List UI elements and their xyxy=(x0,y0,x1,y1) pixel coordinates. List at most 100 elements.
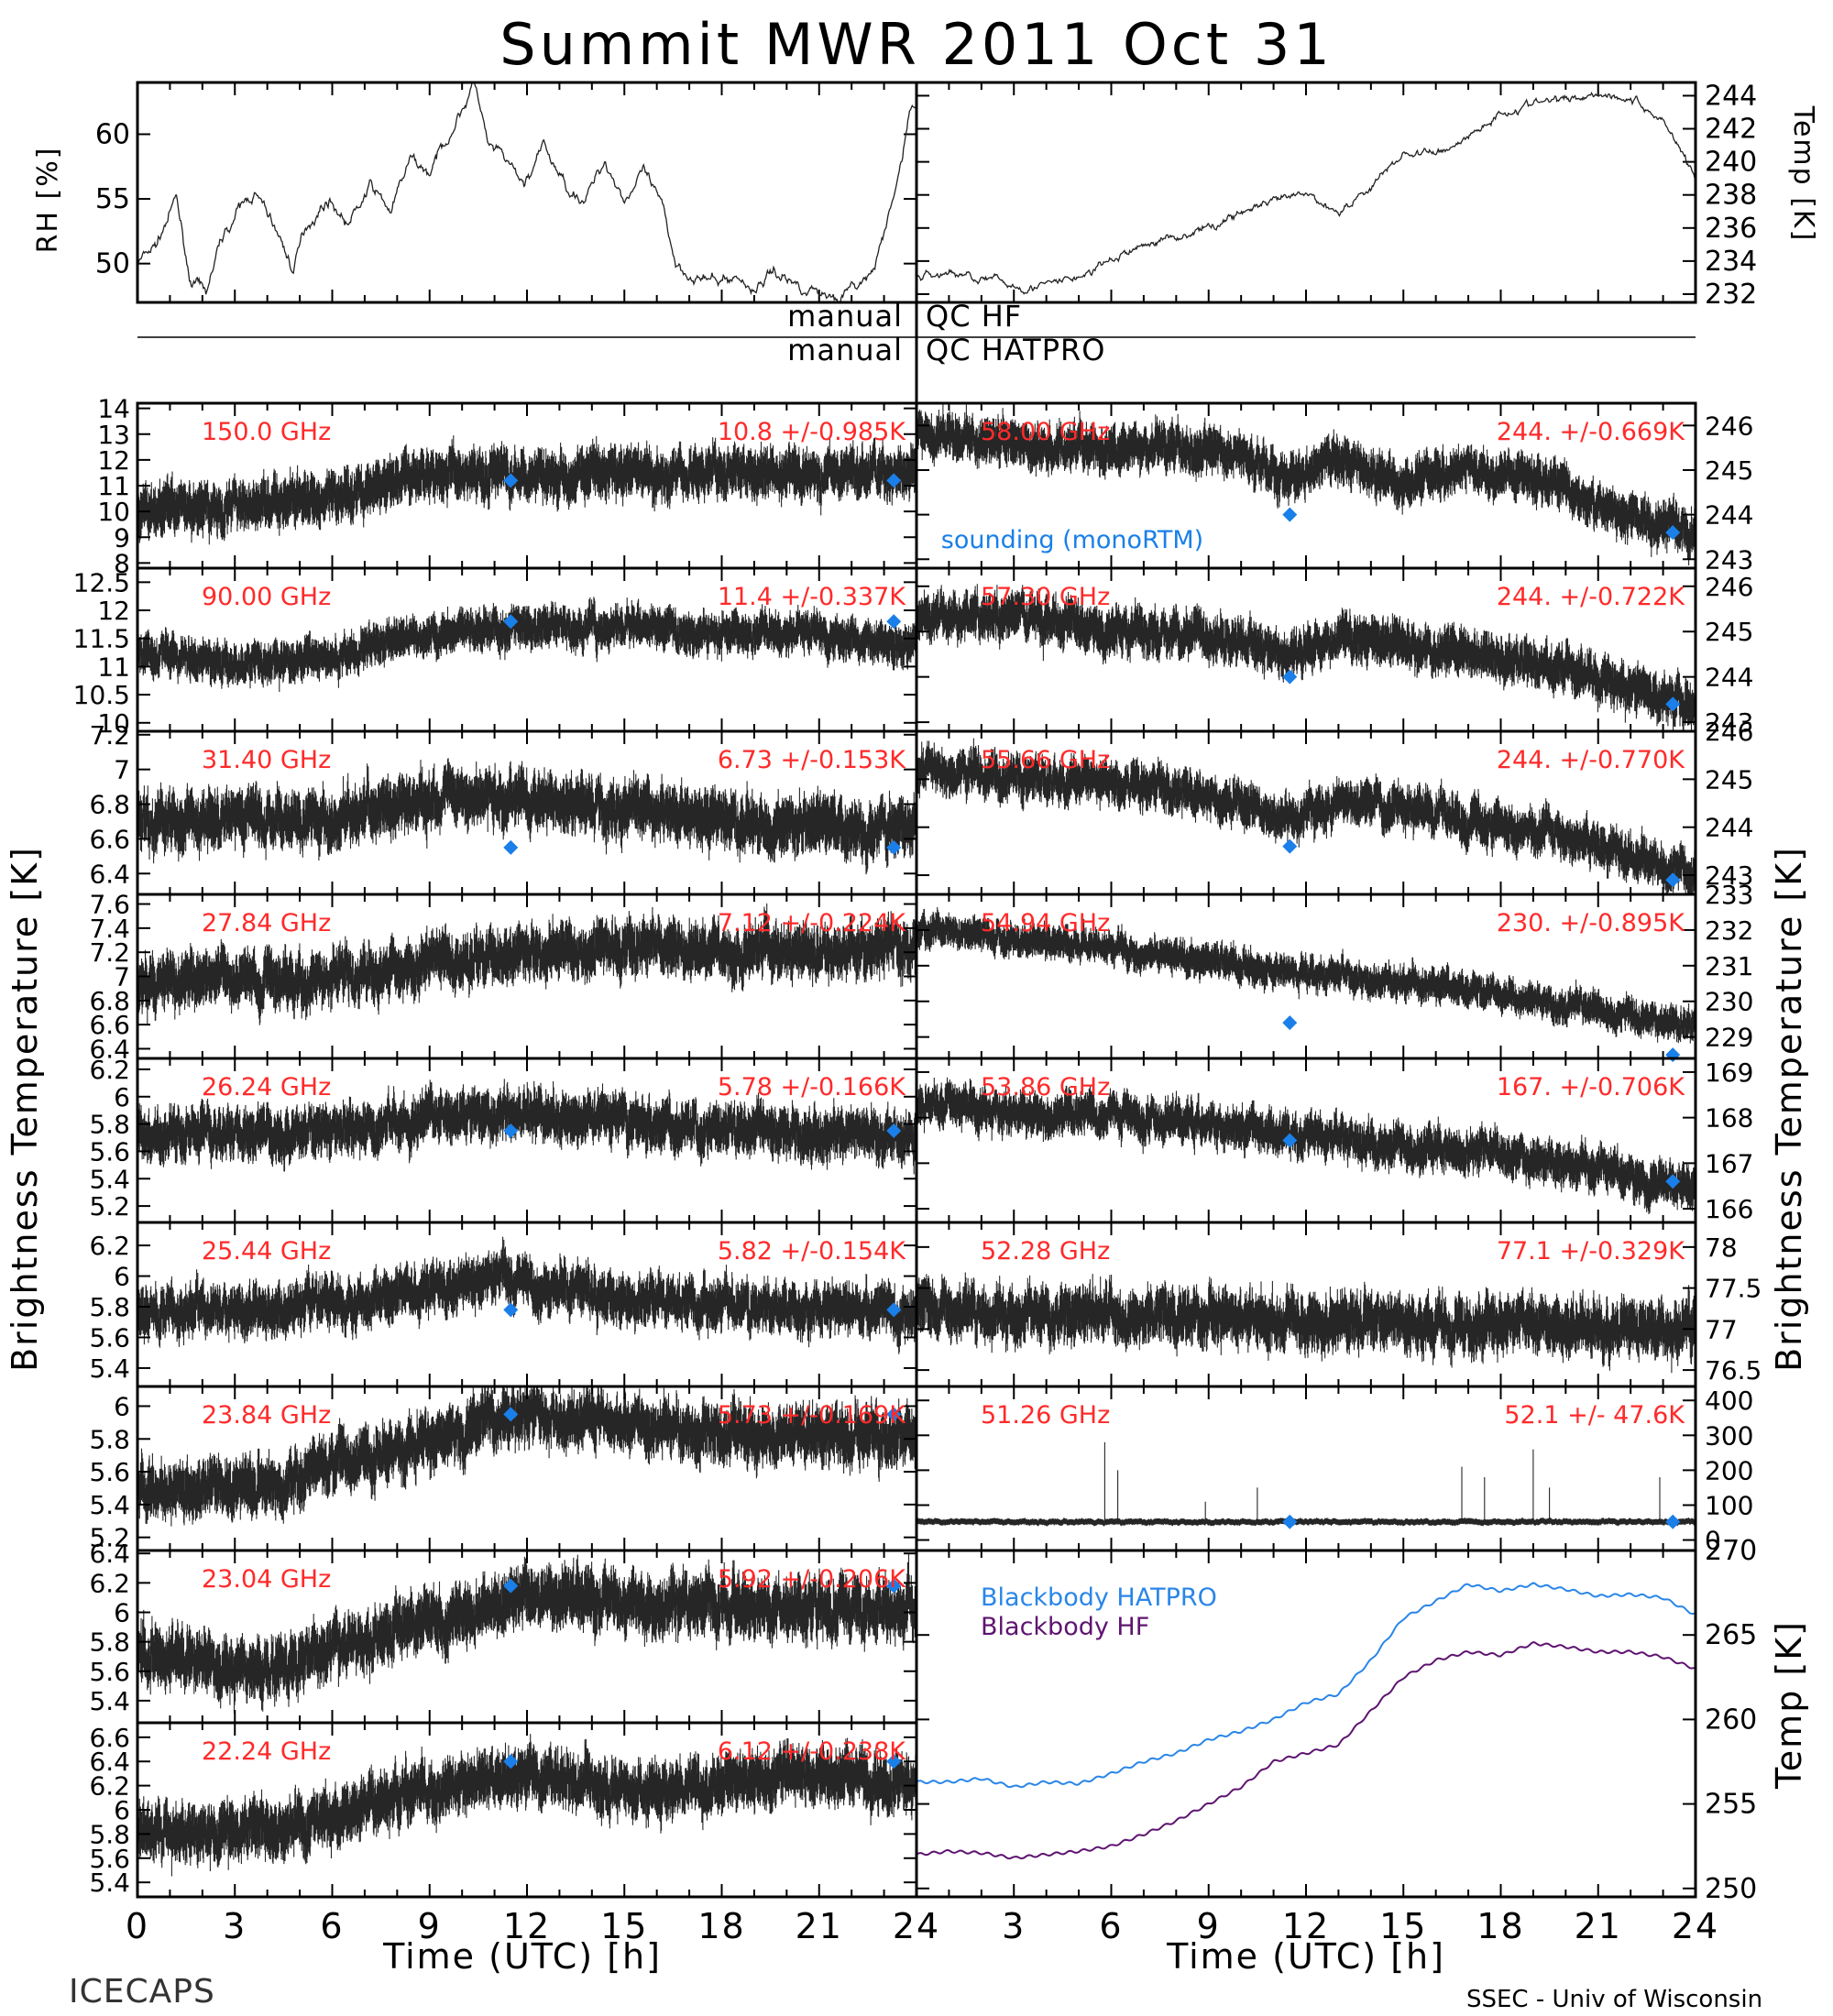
y-tick-label: 8 xyxy=(114,548,130,578)
channel-label: 90.00 GHz xyxy=(202,583,331,611)
channel-stats: 52.1 +/- 47.6K xyxy=(1504,1401,1685,1430)
data-series xyxy=(137,903,916,1025)
y-tick-label: 231 xyxy=(1705,951,1753,981)
sounding-marker xyxy=(1665,696,1681,712)
y-tick-label: 6.8 xyxy=(89,986,130,1016)
data-series xyxy=(916,1272,1696,1374)
y-tick-label: 246 xyxy=(1705,572,1753,602)
y-tick-label: 243 xyxy=(1705,544,1753,575)
y-tick-label: 5.8 xyxy=(89,1627,130,1658)
channel-stats: 5.73 +/-0.169K xyxy=(718,1401,906,1430)
sounding-marker xyxy=(886,1578,902,1594)
panel-data xyxy=(916,92,1696,295)
y-tick-label: 6.6 xyxy=(89,824,130,854)
data-line xyxy=(137,82,916,302)
panel-23-04-ghz: 5.45.65.866.26.4 23.04 GHz 5.92 +/-0.206K xyxy=(89,1539,918,1725)
y-tick-label: 250 xyxy=(1705,1873,1757,1905)
y-tick-label: 10.5 xyxy=(73,680,130,710)
panel-data xyxy=(916,1582,1696,1860)
sounding-marker xyxy=(886,839,902,855)
channel-stats: 230. +/-0.895K xyxy=(1497,909,1685,937)
y-tick-label: 232 xyxy=(1705,915,1753,946)
data-series xyxy=(916,1077,1696,1214)
sounding-marker xyxy=(886,614,902,630)
y-tick-label: 7.6 xyxy=(89,890,130,920)
channel-label: 51.26 GHz xyxy=(981,1401,1110,1430)
sounding-marker xyxy=(503,473,519,488)
channel-stats: 244. +/-0.770K xyxy=(1497,746,1685,774)
y-tick-label: 243 xyxy=(1705,860,1753,891)
x-tick-label-left: 24 xyxy=(893,1906,940,1946)
y-tick-label: 244 xyxy=(1705,663,1753,693)
y-tick-label: 246 xyxy=(1705,411,1753,441)
y-tick-label: 6.6 xyxy=(89,1723,130,1753)
panel-57-30-ghz: 243 244 245 246 57.30 GHz 244. +/-0.722K xyxy=(915,566,1753,738)
panel-31-40-ghz: 6.4 6.6 6.8 7 7.2 31.40 GHz 6.73 +/-0.153K xyxy=(89,720,918,896)
y-tick-label: 244 xyxy=(1705,80,1757,112)
y-tick-label: 243 xyxy=(1705,707,1753,738)
y-tick-label: 245 xyxy=(1705,617,1753,647)
temp-axis-label: Temp [K] xyxy=(1787,105,1819,243)
qc-hf-right-label: QC HF xyxy=(926,299,1022,334)
panel-55-66-ghz: 243 244 245 246 55.66 GHz 244. +/-0.770K xyxy=(915,717,1753,896)
y-tick-label: 6.2 xyxy=(89,1771,130,1802)
panel-data xyxy=(137,1386,916,1527)
sounding-marker xyxy=(886,1302,902,1318)
sounding-marker xyxy=(1665,1047,1681,1063)
y-tick-label: 5.4 xyxy=(89,1164,130,1194)
x-tick-label-right: 6 xyxy=(1099,1906,1123,1946)
panel-data xyxy=(137,903,916,1025)
sounding-marker xyxy=(503,1123,519,1139)
legend-entry: Blackbody HATPRO xyxy=(981,1583,1217,1612)
channel-label: 22.24 GHz xyxy=(202,1737,331,1766)
sounding-marker xyxy=(503,1302,519,1318)
panel-data xyxy=(137,82,916,302)
sounding-marker xyxy=(503,1578,519,1594)
y-tick-label: 5.6 xyxy=(89,1322,130,1353)
y-tick-label: 255 xyxy=(1705,1789,1757,1821)
channel-label: 52.28 GHz xyxy=(981,1237,1110,1265)
y-tick-label: 5.4 xyxy=(89,1868,130,1898)
y-tick-label: 7 xyxy=(114,962,130,992)
rh-axis-label: RH [%] xyxy=(32,147,64,254)
y-tick-label: 270 xyxy=(1705,1535,1757,1567)
y-tick-label: 233 xyxy=(1705,880,1753,910)
y-tick-label: 6 xyxy=(114,1795,130,1825)
y-tick-label: 245 xyxy=(1705,455,1753,486)
panel-data xyxy=(916,907,1696,1044)
panel-rh-panel: 50 55 60 xyxy=(95,81,918,304)
y-tick-label: 6.8 xyxy=(89,790,130,820)
panel-data xyxy=(137,1079,916,1175)
y-tick-label: 244 xyxy=(1705,813,1753,843)
y-tick-label: 7.2 xyxy=(89,937,130,968)
panel-54-94-ghz: 229 230 231 232 233 54.94 GHz 230. +/-0.895K xyxy=(915,880,1753,1063)
y-tick-label: 6.4 xyxy=(89,1034,130,1064)
y-tick-label: 12 xyxy=(97,445,130,476)
channel-stats: 7.12 +/-0.224K xyxy=(718,909,906,937)
x-tick-label-left: 6 xyxy=(320,1906,344,1946)
panel-27-84-ghz: 6.46.66.877.27.47.6 27.84 GHz 7.12 +/-0.22… xyxy=(89,890,918,1064)
y-tick-label: 11 xyxy=(97,471,130,501)
data-series xyxy=(137,1079,916,1175)
channel-stats: 5.82 +/-0.154K xyxy=(718,1237,906,1265)
x-tick-label-left: 12 xyxy=(503,1906,551,1946)
data-series xyxy=(137,1236,916,1354)
y-tick-label: 5.8 xyxy=(89,1292,130,1322)
channel-label: 54.94 GHz xyxy=(981,909,1110,937)
y-tick-label: 229 xyxy=(1705,1023,1753,1053)
channel-label: 57.30 GHz xyxy=(981,583,1110,611)
channel-label: 23.04 GHz xyxy=(202,1565,331,1594)
time-axis-label-left: Time (UTC) [h] xyxy=(382,1936,662,1977)
sounding-marker xyxy=(503,614,519,630)
y-tick-label: 232 xyxy=(1705,279,1757,311)
y-tick-label: 6 xyxy=(114,1262,130,1292)
channel-label: 58.00 GHz xyxy=(981,418,1110,446)
y-tick-label: 7 xyxy=(114,755,130,785)
y-tick-label: 167 xyxy=(1705,1148,1753,1178)
panel-data xyxy=(137,1734,916,1877)
y-tick-label: 168 xyxy=(1705,1103,1753,1134)
x-tick-label-right: 9 xyxy=(1197,1906,1221,1946)
